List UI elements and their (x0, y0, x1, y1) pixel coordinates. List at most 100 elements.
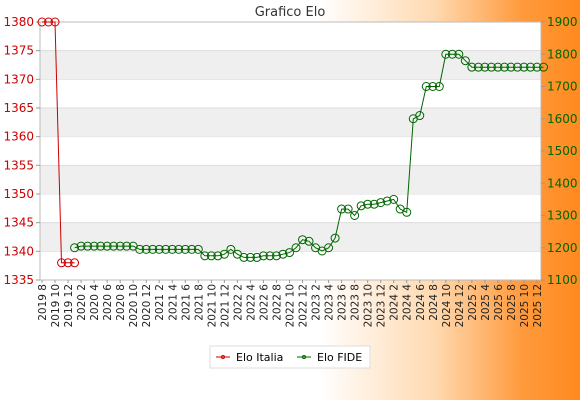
x-tick-label: 2020 8 (115, 284, 127, 321)
data-point-1 (258, 251, 268, 261)
data-point-1 (532, 62, 542, 72)
data-point-1 (252, 252, 262, 262)
x-tick-label: 2025 12 (532, 284, 544, 327)
x-tick-label: 2025 6 (493, 284, 505, 321)
data-point-1 (350, 211, 360, 220)
y-right-tick-label: 1300 (547, 209, 578, 223)
data-point-0 (50, 17, 60, 27)
y-right-tick-label: 1500 (547, 144, 578, 158)
x-tick-label: 2019 8 (37, 284, 49, 321)
data-point-1 (89, 241, 99, 251)
x-tick-label: 2020 6 (102, 284, 114, 321)
legend: Elo Italia Elo FIDE (209, 345, 371, 369)
data-point-1 (363, 199, 373, 209)
y-right-tick-label: 1600 (547, 112, 578, 126)
data-point-1 (83, 241, 93, 251)
data-point-1 (434, 82, 444, 91)
legend-swatch-marker (221, 355, 225, 359)
x-tick-label: 2023 6 (337, 284, 349, 321)
data-point-1 (174, 244, 184, 254)
y-right-tick-label: 1400 (547, 176, 578, 190)
data-point-0 (70, 258, 80, 268)
chart-title: Grafico Elo (255, 5, 326, 20)
data-point-1 (135, 244, 145, 254)
data-point-1 (519, 62, 529, 72)
x-tick-label: 2021 2 (154, 284, 166, 321)
x-tick-label: 2022 12 (298, 284, 310, 327)
x-tick-label: 2023 8 (350, 284, 362, 321)
data-point-1 (486, 62, 496, 72)
x-tick-label: 2023 4 (324, 284, 336, 321)
x-tick-label: 2020 10 (128, 284, 140, 327)
data-point-1 (343, 204, 353, 214)
y-left-tick-label: 1380 (3, 15, 34, 29)
x-tick-label: 2024 10 (441, 284, 453, 327)
data-point-1 (376, 198, 386, 208)
data-point-1 (402, 207, 412, 217)
x-tick-label: 2020 2 (76, 284, 88, 321)
legend-label: Elo Italia (236, 351, 283, 364)
data-point-1 (271, 251, 281, 261)
data-point-1 (115, 241, 125, 251)
legend-label: Elo FIDE (317, 351, 362, 364)
x-tick-label: 2021 10 (206, 284, 218, 327)
data-point-1 (473, 62, 483, 72)
data-point-1 (506, 62, 516, 72)
data-point-1 (428, 82, 438, 91)
series-line-1 (74, 53, 544, 258)
data-point-1 (245, 252, 255, 262)
legend-swatch-marker (302, 355, 306, 359)
data-point-1 (447, 49, 457, 59)
data-point-1 (330, 233, 340, 243)
x-tick-label: 2024 4 (402, 284, 414, 321)
x-tick-label: 2022 2 (232, 284, 244, 321)
data-point-1 (96, 241, 106, 251)
data-point-1 (161, 244, 171, 254)
x-tick-label: 2022 6 (258, 284, 270, 321)
y-right-tick-label: 1800 (547, 47, 578, 61)
x-tick-label: 2023 2 (311, 284, 323, 321)
x-tick-label: 2024 8 (428, 284, 440, 321)
x-tick-label: 2023 10 (363, 284, 375, 327)
x-tick-label: 2025 2 (467, 284, 479, 321)
data-point-0 (44, 17, 54, 27)
data-point-1 (239, 252, 249, 262)
data-point-1 (480, 62, 490, 72)
data-point-1 (512, 62, 522, 72)
data-point-1 (454, 49, 464, 59)
x-tick-label: 2024 12 (454, 284, 466, 327)
data-point-1 (337, 204, 347, 214)
data-point-1 (167, 244, 177, 254)
x-tick-label: 2019 10 (50, 284, 62, 327)
x-tick-label: 2020 12 (141, 284, 153, 327)
data-point-1 (180, 244, 190, 254)
data-point-1 (460, 56, 470, 66)
x-tick-label: 2024 6 (415, 284, 427, 321)
data-point-1 (102, 241, 112, 251)
data-point-1 (415, 111, 425, 121)
data-point-1 (369, 199, 379, 209)
y-right-tick-label: 1900 (547, 15, 578, 29)
data-point-1 (109, 241, 119, 251)
y-left-tick-label: 1350 (3, 187, 34, 201)
x-tick-label: 2021 4 (167, 284, 179, 321)
data-point-1 (356, 201, 366, 211)
data-point-1 (467, 62, 477, 72)
data-point-1 (324, 243, 334, 253)
data-point-1 (193, 244, 203, 254)
grid-band (40, 165, 541, 194)
data-point-1 (226, 244, 236, 254)
x-tick-label: 2024 2 (389, 284, 401, 321)
data-point-1 (154, 244, 164, 254)
data-point-1 (525, 62, 535, 72)
data-point-1 (421, 82, 431, 91)
y-left-tick-label: 1345 (3, 216, 34, 230)
x-tick-label: 2022 10 (285, 284, 297, 327)
series-line-0 (42, 21, 75, 264)
data-point-1 (304, 236, 314, 246)
data-point-1 (382, 196, 392, 206)
data-point-1 (148, 244, 158, 254)
data-point-1 (389, 194, 399, 204)
